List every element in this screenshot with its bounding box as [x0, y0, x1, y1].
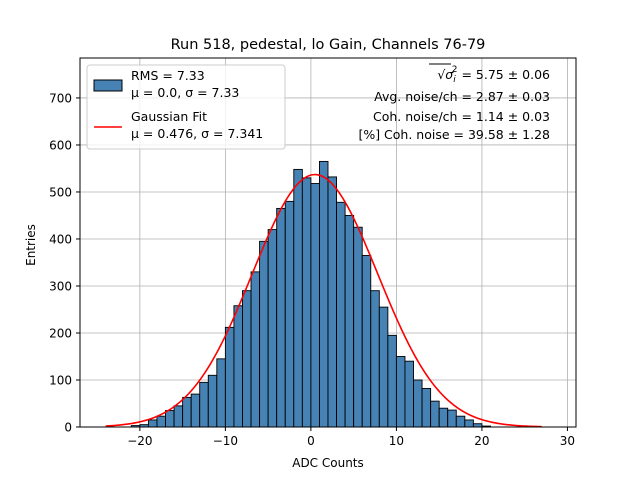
- y-tick-label: 500: [49, 185, 72, 199]
- gaussian-fit-line: [105, 173, 542, 428]
- histogram-bar: [464, 419, 474, 428]
- histogram-bar: [242, 290, 252, 428]
- histogram-bar: [344, 215, 355, 428]
- coh-noise-percent-annotation: [%] Coh. noise = 39.58 ± 1.28: [358, 127, 550, 142]
- histogram-bar: [173, 405, 184, 428]
- y-tick-label: 100: [49, 373, 72, 387]
- y-axis-ticks: 0 100 200 300 400 500 600 700: [49, 91, 80, 435]
- histogram-bar: [147, 419, 158, 428]
- histogram-bar: [182, 396, 192, 428]
- y-tick-label: 400: [49, 232, 72, 246]
- histogram-bar: [447, 409, 457, 428]
- legend-histogram-label: RMS = 7.33: [131, 68, 205, 83]
- histogram-bar: [336, 201, 346, 428]
- histogram-bar: [250, 271, 261, 428]
- histogram-bar: [404, 360, 414, 428]
- legend-fit-label: Gaussian Fit: [131, 109, 207, 124]
- x-tick-label: 0: [307, 434, 315, 448]
- histogram-bar: [395, 356, 406, 428]
- y-tick-label: 700: [49, 91, 72, 105]
- histogram-bar: [293, 168, 303, 428]
- plot-frame: [79, 57, 577, 428]
- y-tick-label: 300: [49, 279, 72, 293]
- histogram-bar: [310, 183, 320, 428]
- y-axis-label: Entries: [24, 224, 38, 266]
- histogram-bar: [430, 400, 440, 428]
- legend-box: [86, 64, 286, 150]
- histogram-bar: [156, 415, 166, 428]
- legend-histogram-stats: μ = 0.0, σ = 7.33: [131, 85, 239, 100]
- x-tick-label: 20: [474, 434, 489, 448]
- histogram-bar: [353, 226, 363, 428]
- histogram-bar: [216, 358, 226, 428]
- noise-annotations: √σi2 = 5.75 ± 0.06 Avg. noise/ch = 2.87 …: [358, 63, 550, 142]
- histogram-bar: [284, 200, 295, 428]
- legend: RMS = 7.33 μ = 0.0, σ = 7.33 Gaussian Fi…: [86, 64, 286, 150]
- x-tick-label: −20: [127, 434, 152, 448]
- coh-noise-annotation: Coh. noise/ch = 1.14 ± 0.03: [373, 109, 550, 124]
- legend-fit-stats: μ = 0.476, σ = 7.341: [131, 126, 263, 141]
- x-tick-label: 10: [389, 434, 404, 448]
- histogram-bar: [165, 410, 175, 428]
- x-tick-label: 30: [560, 434, 575, 448]
- histogram-bar: [455, 415, 466, 428]
- histogram-bar: [224, 326, 235, 428]
- histogram-bar: [413, 379, 423, 428]
- y-tick-label: 200: [49, 326, 72, 340]
- histogram-bar: [301, 177, 312, 428]
- histogram-bar: [387, 334, 397, 428]
- sigma-annotation: √σi2 = 5.75 ± 0.06: [437, 65, 550, 85]
- avg-noise-annotation: Avg. noise/ch = 2.87 ± 0.03: [374, 89, 550, 104]
- histogram-bar: [207, 374, 218, 428]
- histogram-bar: [361, 254, 372, 428]
- legend-histogram-swatch: [93, 79, 123, 92]
- histogram-bar: [233, 305, 243, 428]
- histogram-bar: [199, 381, 209, 428]
- histogram-bar: [190, 393, 201, 428]
- chart-title: Run 518, pedestal, lo Gain, Channels 76-…: [171, 37, 486, 53]
- histogram-bar: [327, 176, 338, 428]
- histogram-bar: [378, 306, 389, 428]
- histogram-bar: [259, 240, 269, 428]
- x-axis-label: ADC Counts: [292, 456, 364, 470]
- y-tick-label: 0: [64, 421, 72, 435]
- histogram-bar: [276, 207, 286, 428]
- histogram-bar: [370, 290, 380, 428]
- y-tick-label: 600: [49, 138, 72, 152]
- histogram-bar: [267, 229, 278, 428]
- histogram-bar: [318, 160, 329, 428]
- x-axis-ticks: −20 −10 0 10 20 30: [127, 427, 575, 448]
- histogram-bar: [438, 407, 449, 428]
- x-tick-label: −10: [213, 434, 238, 448]
- histogram-bar: [421, 388, 432, 428]
